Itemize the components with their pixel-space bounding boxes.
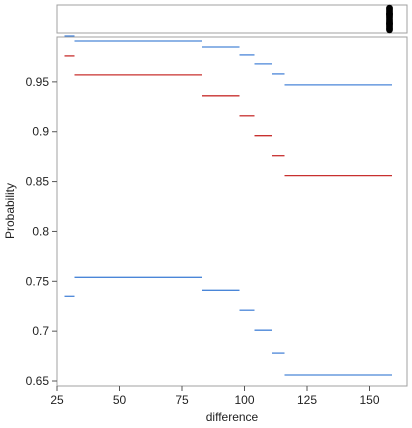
marginal-point bbox=[386, 20, 393, 28]
main-panel bbox=[56, 35, 408, 387]
x-tick-label: 150 bbox=[359, 393, 379, 407]
x-tick-label: 125 bbox=[297, 393, 317, 407]
series-3 bbox=[64, 276, 392, 376]
x-tick-label: 75 bbox=[175, 393, 189, 407]
x-tick-label: 50 bbox=[113, 393, 127, 407]
y-tick-label: 0.85 bbox=[26, 175, 50, 189]
y-tick-label: 0.95 bbox=[26, 75, 50, 89]
marginal-points bbox=[386, 4, 393, 34]
y-tick-label: 0.65 bbox=[26, 374, 50, 388]
y-axis-label: Probability bbox=[3, 183, 17, 239]
series-1 bbox=[64, 35, 392, 86]
marginal-frame bbox=[56, 4, 408, 34]
x-tick-label: 100 bbox=[234, 393, 254, 407]
marginal-point bbox=[386, 26, 393, 34]
y-tick-label: 0.8 bbox=[32, 224, 49, 238]
y-tick-label: 0.7 bbox=[32, 324, 49, 338]
marginal-panel bbox=[56, 4, 408, 34]
y-axis: 0.65 0.7 0.75 0.8 0.85 0.9 0.95 bbox=[26, 75, 57, 388]
x-axis: 25 50 75 100 125 150 bbox=[50, 386, 380, 407]
series-layer bbox=[64, 35, 392, 376]
x-tick-label: 25 bbox=[50, 393, 64, 407]
x-axis-label: difference bbox=[206, 410, 259, 424]
y-tick-label: 0.75 bbox=[26, 274, 50, 288]
marginal-point bbox=[386, 10, 393, 18]
y-tick-label: 0.9 bbox=[32, 125, 49, 139]
plot-frame bbox=[56, 36, 408, 387]
series-2 bbox=[64, 55, 392, 177]
